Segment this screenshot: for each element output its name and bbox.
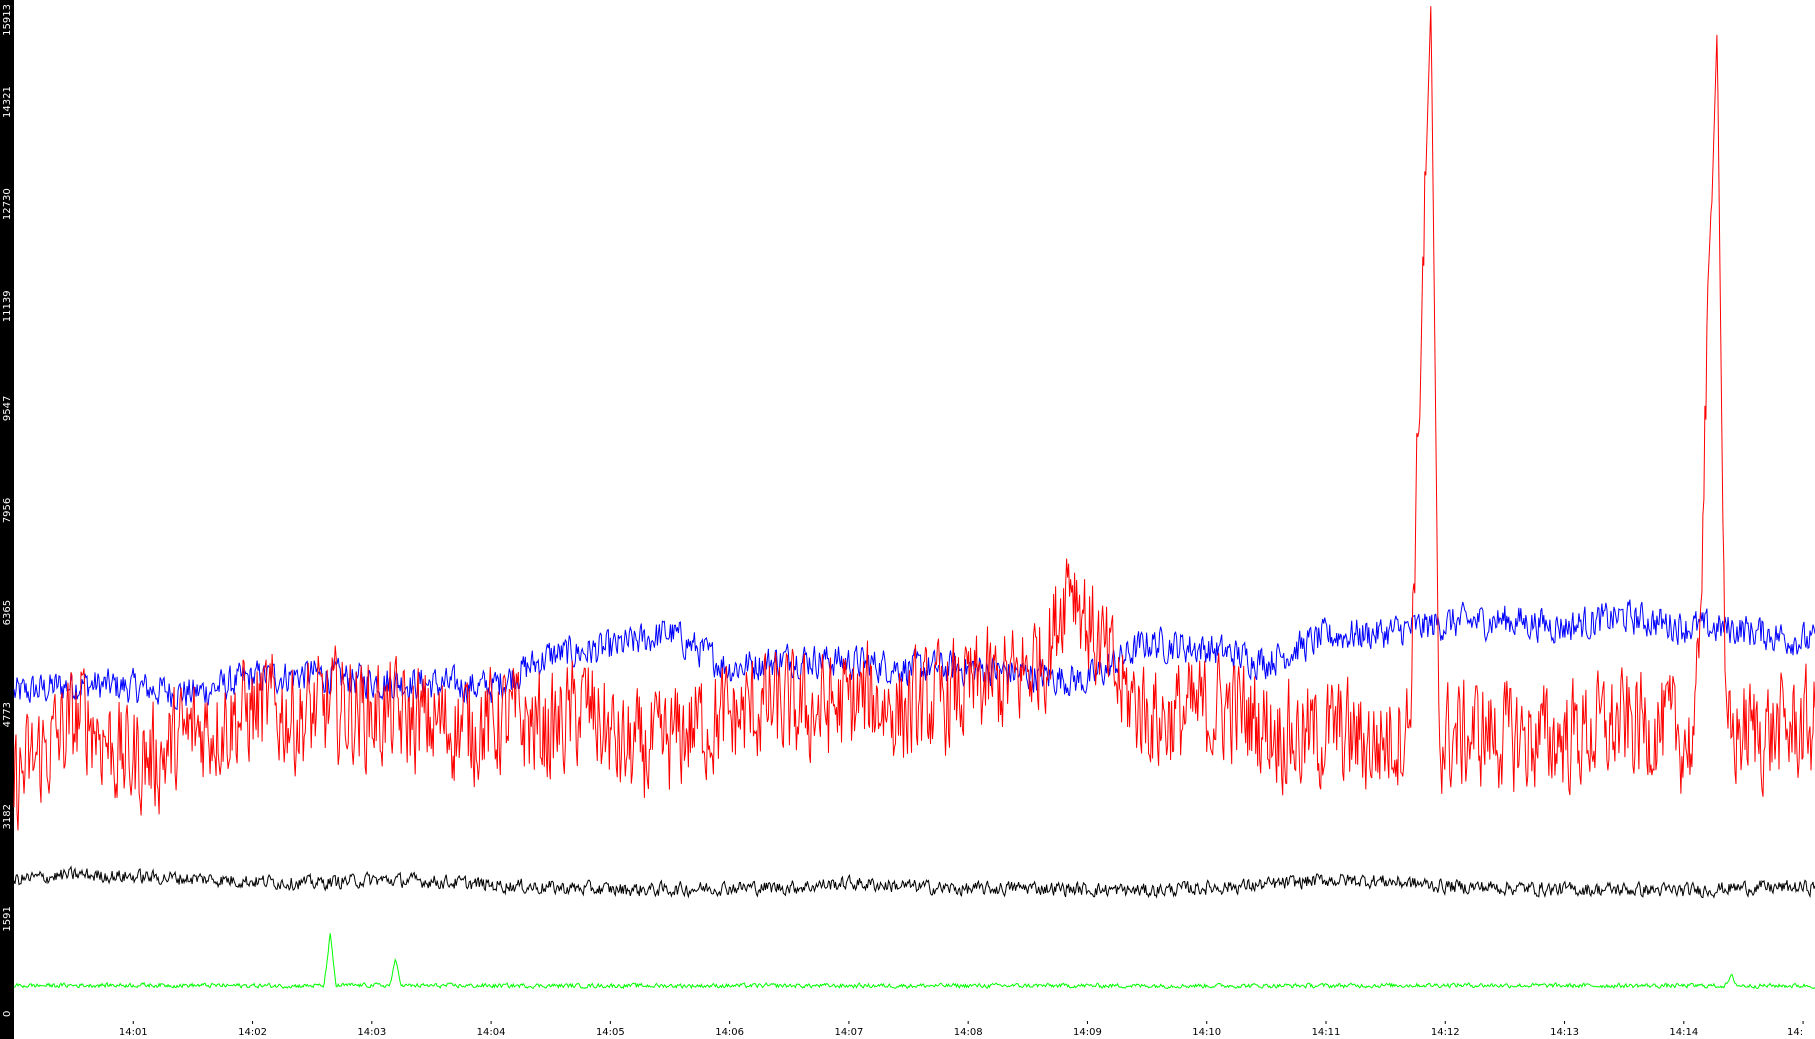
y-tick-label: 6365 [2, 600, 13, 625]
x-tick-strip [14, 1021, 1815, 1039]
x-tick-label: 14:12 [1431, 1027, 1460, 1038]
y-tick-label: 9547 [2, 396, 13, 421]
x-tick-label: 14:06 [715, 1027, 744, 1038]
series-line-2 [13, 865, 1815, 899]
y-tick-label: 0 [2, 1011, 13, 1017]
x-tick-label: 14:11 [1312, 1027, 1341, 1038]
y-tick-label: 15913 [2, 4, 13, 36]
series-line-1 [13, 6, 1815, 831]
y-tick-label: 7956 [2, 498, 13, 523]
x-tick-label: 14:10 [1192, 1027, 1221, 1038]
y-tick-label: 3182 [2, 804, 13, 829]
y-tick-layer: 0 1591 3182 4773 6365 7956 9547 11139 12730 14321… [2, 4, 13, 1017]
x-tick-label: 14:14 [1669, 1027, 1698, 1038]
y-tick-label: 12730 [2, 188, 13, 220]
x-tick-label: 14:09 [1073, 1027, 1102, 1038]
x-tick-label: 14: [1787, 1027, 1803, 1038]
x-tick-label: 14:02 [238, 1027, 267, 1038]
y-axis-background [0, 0, 14, 1039]
series-layer [13, 6, 1815, 990]
y-tick-label: 11139 [2, 290, 13, 322]
y-tick-label: 1591 [2, 906, 13, 931]
x-tick-label: 14:03 [357, 1027, 386, 1038]
x-tick-label: 14:01 [119, 1027, 148, 1038]
x-tick-label: 14:07 [834, 1027, 863, 1038]
y-tick-label: 4773 [2, 702, 13, 727]
x-tick-layer: 14:01 14:02 14:03 14:04 14:05 14:06 14:07 14:08… [119, 1021, 1804, 1038]
y-tick-label: 14321 [2, 86, 13, 118]
x-tick-label: 14:04 [477, 1027, 506, 1038]
x-tick-label: 14:08 [954, 1027, 983, 1038]
x-tick-label: 14:05 [596, 1027, 625, 1038]
x-tick-label: 14:13 [1550, 1027, 1579, 1038]
series-line-3 [13, 933, 1815, 990]
plot-area [14, 0, 1815, 1021]
